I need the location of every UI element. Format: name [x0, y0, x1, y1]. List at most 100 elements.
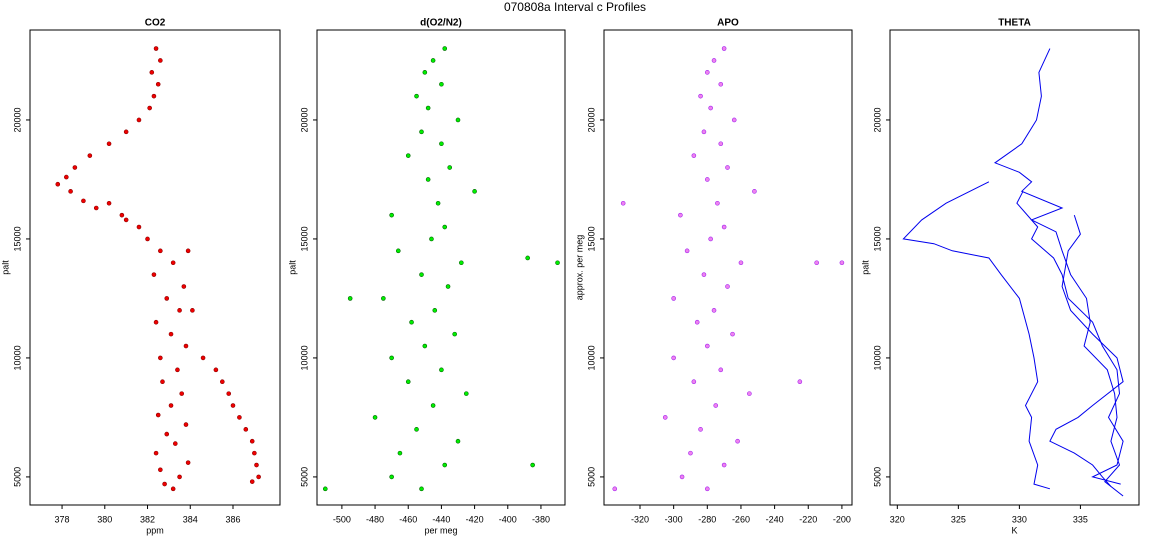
data-point [725, 165, 730, 170]
data-point [705, 177, 710, 182]
profile-line [1016, 191, 1124, 485]
panel-title: APO [717, 18, 739, 29]
data-point [662, 415, 668, 420]
data-point [455, 117, 461, 123]
data-point [158, 248, 163, 254]
plot-frame [889, 29, 1140, 506]
y-axis-label: palt [287, 260, 297, 275]
data-point [64, 174, 69, 180]
data-point [256, 474, 261, 480]
data-point [155, 412, 161, 418]
data-point [442, 462, 448, 468]
data-point [237, 415, 242, 420]
data-point [752, 189, 757, 194]
data-point [671, 296, 676, 301]
data-point [147, 105, 152, 111]
data-point [425, 105, 431, 111]
x-tick-label: -300 [665, 514, 683, 524]
data-point [422, 343, 428, 349]
data-point [429, 236, 434, 242]
y-axis-label: palt [0, 260, 10, 275]
data-point [419, 272, 424, 277]
x-tick-label: 330 [1012, 514, 1027, 524]
data-point [322, 486, 328, 492]
y-axis-label: approx. per meg [574, 235, 584, 301]
data-point [170, 260, 176, 266]
data-point [395, 248, 401, 254]
data-point [718, 367, 724, 373]
x-tick-label: -420 [466, 514, 484, 524]
data-point [708, 236, 713, 242]
x-axis-label: ppm [146, 525, 164, 535]
data-point [525, 255, 530, 261]
data-point [226, 391, 232, 396]
data-point [678, 212, 683, 218]
data-point [249, 479, 255, 484]
data-point [181, 284, 187, 289]
data-point [168, 403, 174, 408]
y-tick-label: 20000 [299, 107, 309, 132]
data-point [72, 165, 78, 170]
y-tick-label: 20000 [12, 107, 22, 132]
data-point [721, 224, 727, 230]
data-point [230, 403, 236, 408]
data-point [220, 379, 225, 385]
y-tick-label: 5000 [299, 467, 309, 487]
data-point [730, 331, 735, 337]
data-point [243, 427, 249, 432]
x-tick-label: 325 [951, 514, 966, 524]
data-point [153, 319, 159, 325]
data-point [671, 355, 676, 361]
data-point [452, 331, 457, 337]
data-point [432, 308, 438, 313]
x-tick-label: 320 [890, 514, 905, 524]
x-tick-label: -440 [432, 514, 450, 524]
data-point [725, 284, 730, 289]
data-point [409, 319, 414, 325]
data-point [530, 462, 535, 468]
data-point [691, 153, 697, 158]
data-point [164, 431, 170, 437]
data-point [106, 141, 112, 147]
data-point [168, 331, 174, 337]
data-point [620, 200, 626, 206]
data-point [162, 481, 167, 487]
data-point [158, 355, 163, 361]
data-point [249, 438, 255, 444]
data-point [442, 46, 448, 51]
data-point [200, 355, 206, 361]
data-point [439, 141, 444, 147]
data-point [160, 379, 165, 385]
data-point [839, 260, 845, 266]
data-point [414, 93, 419, 99]
data-point [185, 248, 191, 254]
data-point [735, 438, 740, 444]
x-axis-label: per meg [424, 525, 457, 535]
data-point [738, 260, 744, 266]
data-point [684, 248, 690, 254]
x-tick-label: 380 [97, 514, 112, 524]
data-point [123, 217, 129, 223]
plot-frame [29, 29, 281, 506]
data-point [68, 189, 73, 194]
y-tick-label: 15000 [586, 226, 596, 251]
data-point [175, 367, 180, 373]
data-point [708, 105, 713, 111]
main-title: 070808a Interval c Profiles [504, 0, 646, 14]
y-tick-label: 5000 [872, 467, 882, 487]
data-point [422, 70, 428, 75]
data-point [93, 205, 99, 211]
data-point [731, 117, 737, 123]
data-point [151, 272, 157, 277]
data-point [439, 367, 444, 373]
data-point [814, 260, 819, 266]
data-point [713, 403, 719, 408]
data-point [164, 296, 170, 301]
data-point [372, 415, 378, 420]
data-point [721, 46, 727, 51]
x-tick-label: -380 [532, 514, 550, 524]
data-point [747, 391, 752, 396]
x-tick-label: -200 [833, 514, 851, 524]
y-tick-label: 5000 [586, 467, 596, 487]
